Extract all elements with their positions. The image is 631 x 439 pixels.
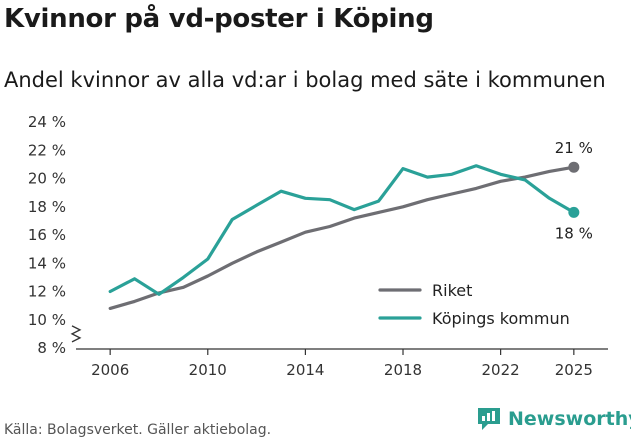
- y-tick-label: 24 %: [28, 113, 66, 131]
- y-axis: 8 % 10 % 12 % 14 % 16 % 18 % 20 % 22 % 24 %: [28, 113, 82, 357]
- x-tick-label: 2006: [91, 361, 129, 379]
- legend-label: Riket: [432, 281, 472, 300]
- x-tick-label: 2014: [286, 361, 324, 379]
- y-tick-label: 8 %: [37, 339, 66, 357]
- y-tick-label: 22 %: [28, 141, 66, 159]
- series-line-riket: [108, 165, 576, 310]
- series-end-point: [568, 161, 580, 173]
- chart-subtitle: Andel kvinnor av alla vd:ar i bolag med …: [4, 68, 606, 92]
- series-layer: [108, 161, 580, 310]
- series-line-kopings-kommun: [108, 164, 576, 296]
- legend-label: Köpings kommun: [432, 309, 570, 328]
- y-tick-label: 14 %: [28, 254, 66, 272]
- y-tick-label: 20 %: [28, 170, 66, 188]
- newsworthy-logo-icon: [478, 408, 500, 430]
- newsworthy-logo[interactable]: Newsworthy: [476, 406, 631, 432]
- newsworthy-logo-text: Newsworthy: [508, 408, 631, 430]
- source-note: Källa: Bolagsverket. Gäller aktiebolag.: [4, 422, 272, 438]
- end-labels: 21 % 18 %: [555, 139, 593, 242]
- end-value-label: 21 %: [555, 139, 593, 157]
- y-tick-label: 12 %: [28, 283, 66, 301]
- chart-title: Kvinnor på vd-poster i Köping: [4, 4, 434, 34]
- axis-break-icon: [70, 325, 82, 343]
- end-value-label: 18 %: [555, 224, 593, 242]
- y-tick-label: 18 %: [28, 198, 66, 216]
- x-tick-label: 2018: [384, 361, 422, 379]
- x-axis: 2006 2010 2014 2018 2022 2025: [76, 348, 608, 379]
- series-end-point: [568, 206, 580, 218]
- y-tick-label: 10 %: [28, 311, 66, 329]
- x-tick-label: 2025: [555, 361, 593, 379]
- x-tick-label: 2010: [189, 361, 227, 379]
- legend: Riket Köpings kommun: [378, 281, 570, 328]
- y-tick-label: 16 %: [28, 226, 66, 244]
- x-tick-label: 2022: [482, 361, 520, 379]
